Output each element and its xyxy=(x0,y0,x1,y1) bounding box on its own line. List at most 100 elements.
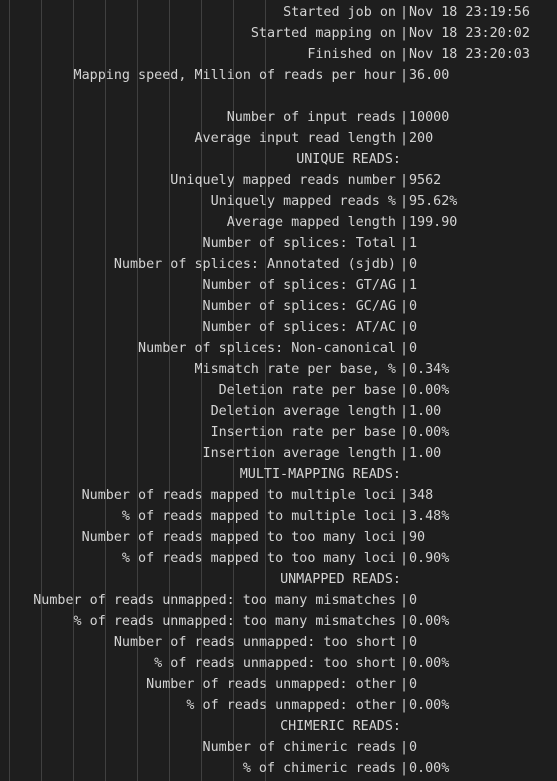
log-value: 0.00% xyxy=(409,614,450,629)
indent-guide xyxy=(169,0,170,781)
log-label: Started job on xyxy=(283,5,396,20)
log-value: 0 xyxy=(409,635,418,650)
log-value: 0.00% xyxy=(409,761,450,776)
log-line[interactable]: Insertion rate per base | 0.00% xyxy=(0,422,557,443)
log-line[interactable]: Number of chimeric reads | 0 xyxy=(0,737,557,758)
log-line[interactable]: Deletion average length | 1.00 xyxy=(0,401,557,422)
log-separator: | xyxy=(400,425,409,440)
log-label: Number of reads unmapped: too many misma… xyxy=(33,593,396,608)
indent-guide xyxy=(9,0,10,781)
log-line[interactable]: Finished on | Nov 18 23:20:03 xyxy=(0,44,557,65)
section-line[interactable]: UNIQUE READS: xyxy=(0,149,557,170)
log-line[interactable]: % of reads unmapped: too many mismatches… xyxy=(0,611,557,632)
log-line[interactable]: Mismatch rate per base, % | 0.34% xyxy=(0,359,557,380)
log-value: 0 xyxy=(409,677,418,692)
log-line[interactable]: % of reads mapped to multiple loci | 3.48% xyxy=(0,506,557,527)
log-label: Number of input reads xyxy=(226,110,396,125)
log-label: Number of reads unmapped: other xyxy=(146,677,396,692)
log-separator: | xyxy=(400,656,409,671)
log-label: Number of splices: AT/AC xyxy=(202,320,396,335)
indent-guide xyxy=(201,0,202,781)
log-separator: | xyxy=(400,257,409,272)
indent-guide xyxy=(105,0,106,781)
log-line[interactable]: % of reads unmapped: too short | 0.00% xyxy=(0,653,557,674)
log-line[interactable]: % of chimeric reads | 0.00% xyxy=(0,758,557,779)
log-label: Number of splices: GC/AG xyxy=(202,299,396,314)
log-line[interactable]: % of reads mapped to too many loci | 0.90% xyxy=(0,548,557,569)
log-line[interactable]: Number of splices: GT/AG | 1 xyxy=(0,275,557,296)
log-label: Average input read length xyxy=(194,131,396,146)
log-line[interactable]: Number of splices: GC/AG | 0 xyxy=(0,296,557,317)
log-value: 200 xyxy=(409,131,434,146)
indent-guide xyxy=(233,0,234,781)
log-line[interactable]: Insertion average length | 1.00 xyxy=(0,443,557,464)
log-line[interactable]: Number of input reads | 10000 xyxy=(0,107,557,128)
log-label: Number of reads mapped to multiple loci xyxy=(81,488,396,503)
log-value: 36.00 xyxy=(409,68,450,83)
log-separator: | xyxy=(400,383,409,398)
log-line[interactable]: Number of splices: Total | 1 xyxy=(0,233,557,254)
log-separator: | xyxy=(400,173,409,188)
indent-guide xyxy=(137,0,138,781)
section-header: UNMAPPED READS: xyxy=(280,572,401,587)
log-line[interactable]: Uniquely mapped reads number | 9562 xyxy=(0,170,557,191)
log-separator: | xyxy=(400,110,409,125)
log-value: 0.00% xyxy=(409,425,450,440)
log-line[interactable]: Started mapping on | Nov 18 23:20:02 xyxy=(0,23,557,44)
log-value: 95.62% xyxy=(409,194,458,209)
log-value: 9562 xyxy=(409,173,442,188)
log-value: 0.34% xyxy=(409,362,450,377)
log-separator: | xyxy=(400,236,409,251)
log-value: 1.00 xyxy=(409,446,442,461)
indent-guide xyxy=(41,0,42,781)
log-separator: | xyxy=(400,446,409,461)
log-separator: | xyxy=(400,593,409,608)
section-header: MULTI-MAPPING READS: xyxy=(239,467,401,482)
log-line[interactable]: Average input read length | 200 xyxy=(0,128,557,149)
log-label: Deletion rate per base xyxy=(218,383,396,398)
section-header: CHIMERIC READS: xyxy=(280,719,401,734)
log-label: Number of chimeric reads xyxy=(202,740,396,755)
log-value: 3.48% xyxy=(409,509,450,524)
log-line[interactable]: Number of splices: Non-canonical | 0 xyxy=(0,338,557,359)
log-separator: | xyxy=(400,215,409,230)
log-value: 0.90% xyxy=(409,551,450,566)
log-line[interactable]: Number of splices: AT/AC | 0 xyxy=(0,317,557,338)
log-label: Uniquely mapped reads % xyxy=(210,194,396,209)
indent-guide xyxy=(73,0,74,781)
log-value: 0 xyxy=(409,320,418,335)
log-label: % of reads unmapped: too many mismatches xyxy=(73,614,396,629)
log-label: Insertion rate per base xyxy=(210,425,396,440)
log-line[interactable]: Number of reads unmapped: too many misma… xyxy=(0,590,557,611)
log-label: Insertion average length xyxy=(202,446,396,461)
log-label: Number of reads mapped to too many loci xyxy=(81,530,396,545)
log-label: Mismatch rate per base, % xyxy=(194,362,396,377)
log-line[interactable]: Number of reads unmapped: other | 0 xyxy=(0,674,557,695)
log-label: Number of splices: Non-canonical xyxy=(138,341,396,356)
log-value: 0 xyxy=(409,740,418,755)
log-line[interactable]: Average mapped length | 199.90 xyxy=(0,212,557,233)
section-line[interactable]: CHIMERIC READS: xyxy=(0,716,557,737)
log-line[interactable]: Started job on | Nov 18 23:19:56 xyxy=(0,2,557,23)
log-label: Finished on xyxy=(307,47,396,62)
log-line[interactable]: Number of reads mapped to multiple loci |… xyxy=(0,485,557,506)
log-line[interactable]: Deletion rate per base | 0.00% xyxy=(0,380,557,401)
section-line[interactable]: MULTI-MAPPING READS: xyxy=(0,464,557,485)
log-line[interactable]: Uniquely mapped reads % | 95.62% xyxy=(0,191,557,212)
log-separator: | xyxy=(400,341,409,356)
log-line[interactable]: Mapping speed, Million of reads per hour… xyxy=(0,65,557,86)
log-label: % of chimeric reads xyxy=(242,761,396,776)
log-line[interactable]: Number of reads unmapped: too short | 0 xyxy=(0,632,557,653)
section-line[interactable]: UNMAPPED READS: xyxy=(0,569,557,590)
log-value: 0.00% xyxy=(409,383,450,398)
log-line[interactable]: Number of reads mapped to too many loci |… xyxy=(0,527,557,548)
log-label: % of reads mapped to too many loci xyxy=(121,551,396,566)
log-line[interactable]: Number of splices: Annotated (sjdb) | 0 xyxy=(0,254,557,275)
log-value: 0 xyxy=(409,341,418,356)
log-separator: | xyxy=(400,740,409,755)
log-line[interactable]: % of reads unmapped: other | 0.00% xyxy=(0,695,557,716)
log-value: 1.00 xyxy=(409,404,442,419)
log-separator: | xyxy=(400,278,409,293)
blank-line[interactable] xyxy=(0,86,557,107)
